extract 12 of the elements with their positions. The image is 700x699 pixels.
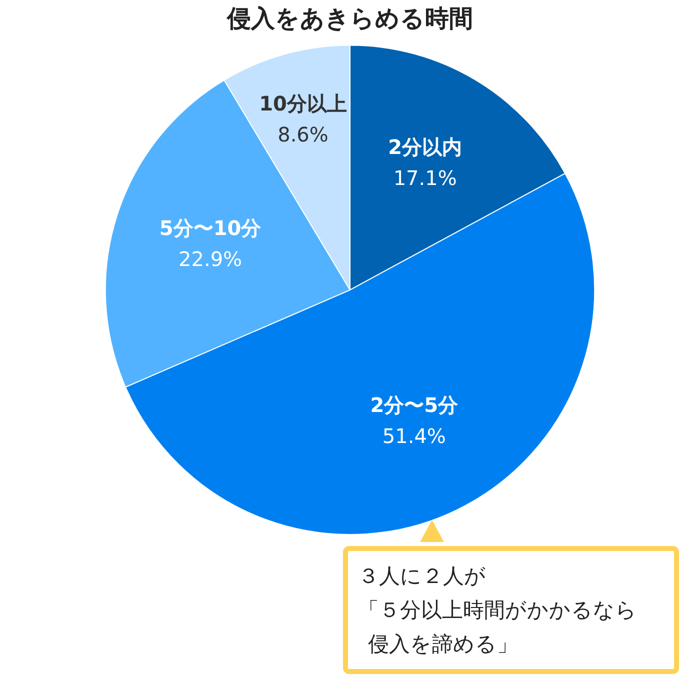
data-label: 51.4% xyxy=(382,424,446,448)
slice-label: 2分〜5分 xyxy=(370,393,460,418)
slice-label: 2分以内 xyxy=(388,135,462,160)
text: 侵入を諦める」 xyxy=(367,631,519,658)
data-label: 17.1% xyxy=(393,166,457,190)
slice-label: 10分以上 xyxy=(259,91,347,116)
slice-label: 5分〜10分 xyxy=(159,216,262,240)
text: ３人に２人が xyxy=(358,563,487,590)
text: 「５分以上時間がかかるなら xyxy=(358,597,638,624)
data-label: 22.9% xyxy=(178,247,242,272)
chart-title: 侵入をあきらめる時間 xyxy=(226,4,473,33)
data-label: 8.6% xyxy=(278,122,328,146)
